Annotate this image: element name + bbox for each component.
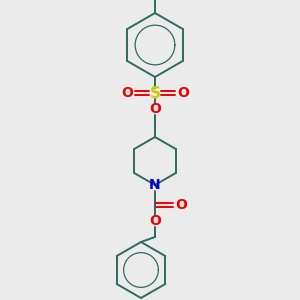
Text: O: O <box>175 198 187 212</box>
Text: N: N <box>149 178 161 192</box>
Text: S: S <box>149 85 161 100</box>
Text: O: O <box>149 214 161 228</box>
Text: O: O <box>149 102 161 116</box>
Text: O: O <box>177 86 189 100</box>
Text: O: O <box>121 86 133 100</box>
